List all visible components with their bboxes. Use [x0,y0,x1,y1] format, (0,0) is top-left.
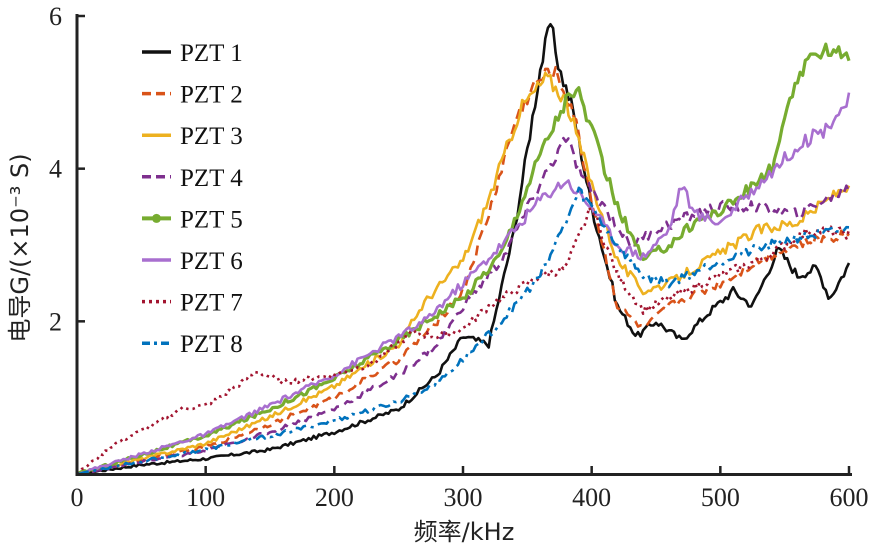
legend-item-5: PZT 5 [142,206,243,233]
legend: PZT 1 PZT 2 PZT 3 PZT 4 PZT 5 PZT 6 PZT 7 PZT 8 [142,40,243,358]
x-tick-label: 600 [830,483,869,512]
series-line-3 [76,71,851,476]
legend-label: PZT 5 [180,206,243,233]
legend-item-1: PZT 1 [142,40,243,67]
x-tick-label: 400 [572,483,611,512]
series-line-8 [76,186,850,476]
x-tick-label: 300 [444,483,483,512]
series-line-4 [76,136,851,476]
legend-item-3: PZT 3 [142,123,243,150]
x-tick-label: 500 [701,483,740,512]
legend-item-6: PZT 6 [142,248,243,275]
legend-item-2: PZT 2 [142,82,243,109]
legend-marker [152,213,161,223]
legend-label: PZT 4 [180,165,243,192]
legend-item-8: PZT 8 [142,331,243,358]
legend-label: PZT 1 [180,40,243,67]
series-line-6 [77,92,851,476]
legend-label: PZT 2 [180,82,243,109]
x-axis-title: 频率/kHz [414,518,515,546]
y-axis-title: 电导G/(×10⁻³ S) [6,153,34,342]
series-layer [76,23,851,476]
legend-item-7: PZT 7 [142,290,243,317]
y-tick-label: 2 [49,307,62,336]
series-line-7 [76,206,851,476]
legend-label: PZT 3 [180,123,243,150]
ticks: 0 100 200 300 400 500 600 2 4 6 [49,2,869,512]
series-line-2 [77,65,850,476]
x-tick-label: 0 [71,483,84,512]
y-tick-label: 4 [49,155,62,184]
axes [75,14,852,476]
y-tick-label: 6 [49,2,62,31]
x-tick-label: 200 [315,483,354,512]
legend-label: PZT 7 [180,290,243,317]
series-line-5 [76,42,851,476]
legend-label: PZT 8 [180,331,243,358]
series-line-1 [76,23,851,476]
legend-label: PZT 6 [180,248,243,275]
legend-item-4: PZT 4 [142,165,243,192]
x-tick-label: 100 [186,483,225,512]
